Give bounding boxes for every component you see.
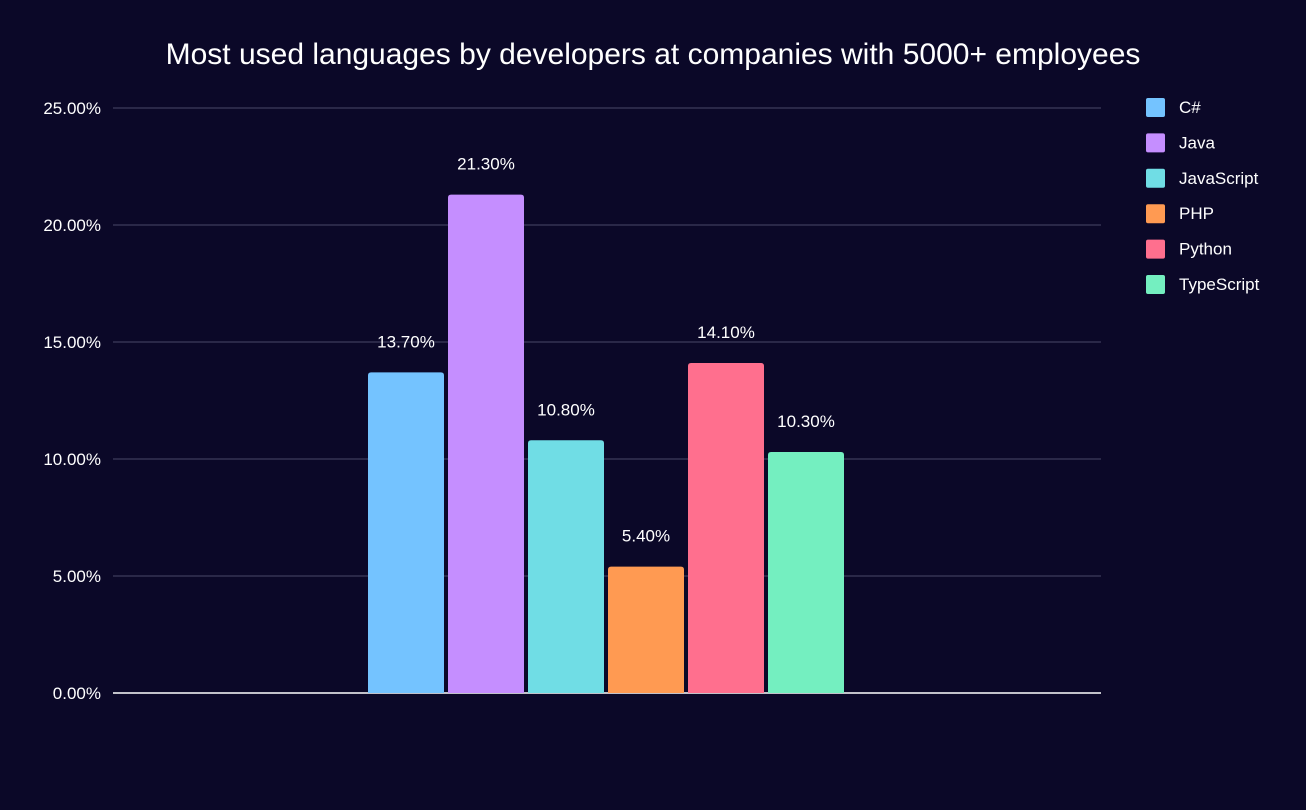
data-label: 10.80% — [537, 400, 595, 419]
legend-swatch — [1146, 204, 1165, 224]
bar-php[interactable] — [608, 566, 684, 693]
bars-layer — [368, 194, 844, 693]
data-label: 13.70% — [377, 332, 435, 351]
y-tick-label: 20.00% — [43, 216, 101, 235]
legend-swatch — [1146, 98, 1165, 117]
legend-label: C# — [1179, 98, 1201, 117]
legend-swatch — [1146, 239, 1165, 259]
legend-label: Java — [1179, 133, 1215, 152]
y-tick-label: 0.00% — [53, 684, 101, 703]
bar-java[interactable] — [448, 194, 524, 693]
bar-javascript[interactable] — [528, 440, 604, 693]
legend-label: PHP — [1179, 204, 1214, 223]
legend-label: TypeScript — [1179, 275, 1260, 294]
data-label: 14.10% — [697, 323, 755, 342]
grid-layer: 0.00% 5.00% 10.00% 15.00% 20.00% 25.00% — [43, 99, 1101, 703]
bar-python[interactable] — [688, 363, 764, 693]
y-tick-label: 25.00% — [43, 99, 101, 118]
legend-label: Python — [1179, 240, 1232, 259]
legend-label: JavaScript — [1179, 169, 1259, 188]
data-labels-layer: 13.70% 21.30% 10.80% 5.40% 14.10% 10.30% — [377, 155, 835, 546]
y-tick-label: 10.00% — [43, 450, 101, 469]
data-label: 21.30% — [457, 155, 515, 174]
bar-typescript[interactable] — [768, 451, 844, 693]
y-tick-label: 15.00% — [43, 333, 101, 352]
legend: C# Java JavaScript PHP Python TypeScript — [1146, 98, 1260, 294]
bar-csharp[interactable] — [368, 372, 444, 693]
legend-swatch — [1146, 275, 1165, 294]
legend-swatch — [1146, 168, 1165, 188]
data-label: 5.40% — [622, 527, 670, 546]
y-tick-label: 5.00% — [53, 567, 101, 586]
legend-swatch — [1146, 133, 1165, 153]
data-label: 10.30% — [777, 412, 835, 431]
chart-title: Most used languages by developers at com… — [166, 38, 1141, 71]
